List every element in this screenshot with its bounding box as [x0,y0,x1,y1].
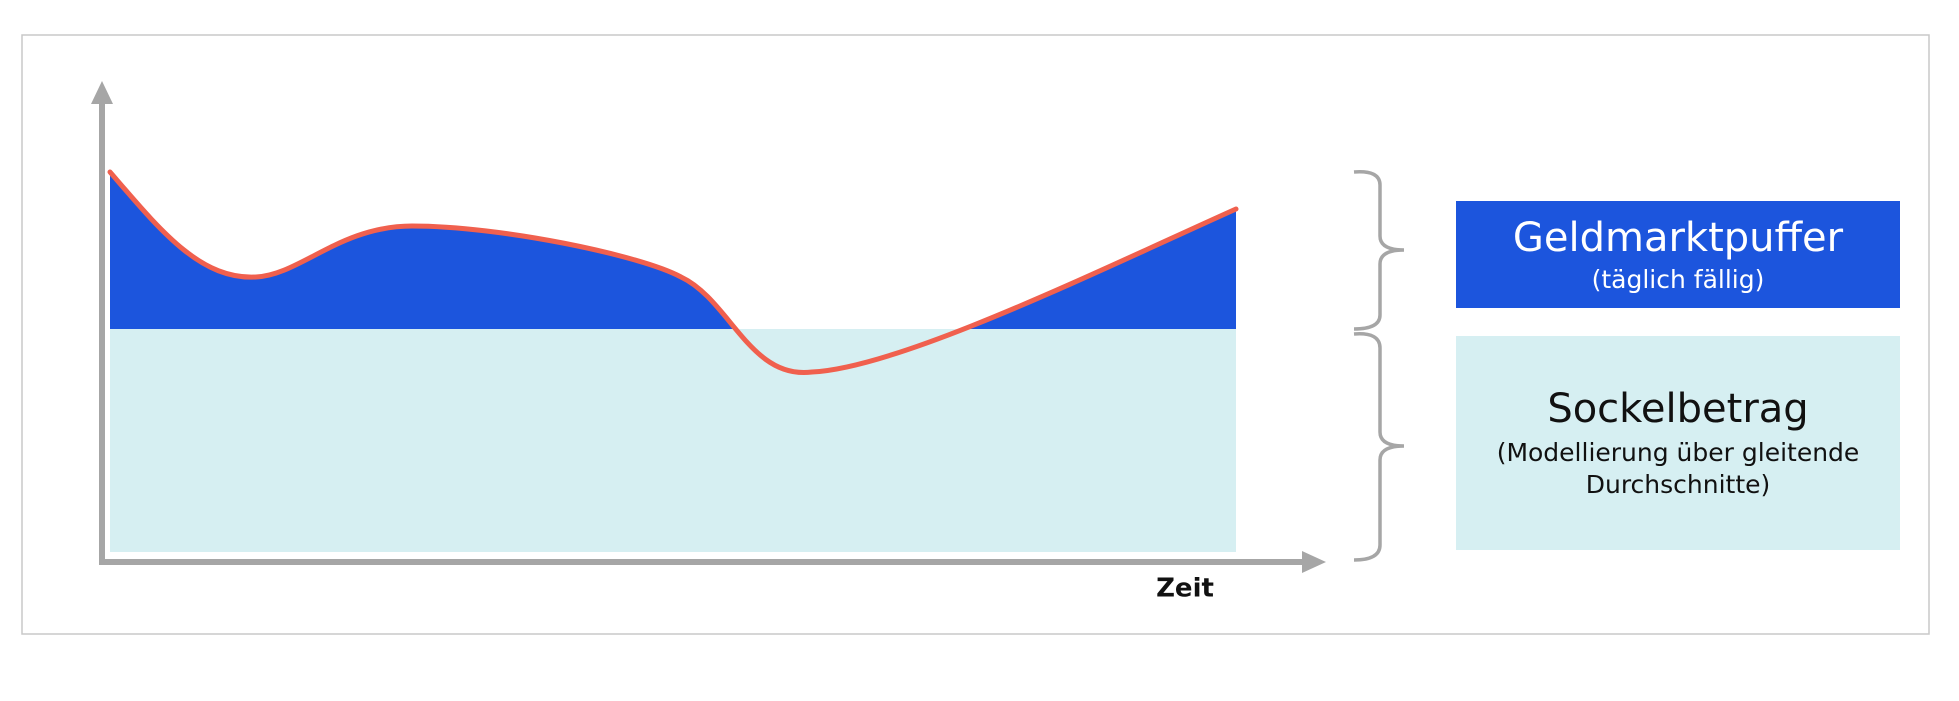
buffer-title: Geldmarktpuffer [1513,215,1844,261]
buffer-subtitle: (täglich fällig) [1592,265,1765,294]
buffer-box [1456,201,1900,308]
brace-lower [1353,332,1405,562]
brace-upper [1353,170,1405,331]
x-axis-label: Zeit [1156,574,1214,604]
base-title: Sockelbetrag [1547,386,1808,432]
base-subtitle: (Modellierung über gleitende [1497,438,1860,467]
y-axis-arrow [91,81,113,104]
x-axis-arrow [1302,551,1326,573]
base-subtitle: Durchschnitte) [1586,470,1771,499]
buffer-area [110,172,1236,373]
base-box [1456,336,1900,550]
base-area [110,329,1236,552]
curve [107,169,1239,375]
